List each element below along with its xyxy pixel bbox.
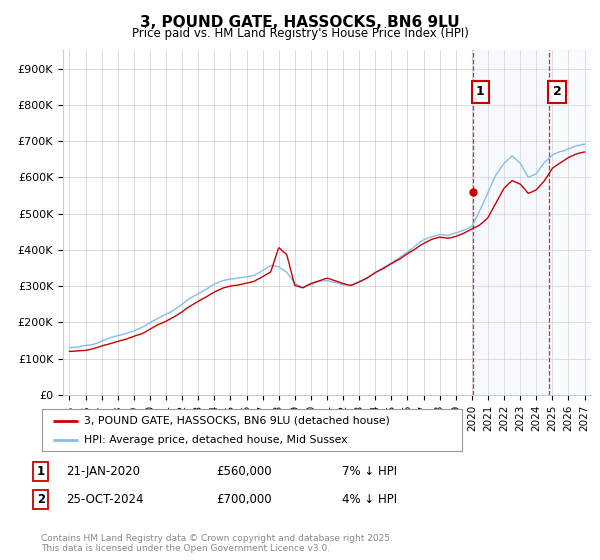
- Text: 3, POUND GATE, HASSOCKS, BN6 9LU: 3, POUND GATE, HASSOCKS, BN6 9LU: [140, 15, 460, 30]
- Bar: [550, 50, 591, 395]
- Bar: [473, 50, 550, 395]
- Text: 4% ↓ HPI: 4% ↓ HPI: [342, 493, 397, 506]
- Text: 1: 1: [37, 465, 45, 478]
- Text: 7% ↓ HPI: 7% ↓ HPI: [342, 465, 397, 478]
- Text: 1: 1: [476, 85, 485, 98]
- Text: Price paid vs. HM Land Registry's House Price Index (HPI): Price paid vs. HM Land Registry's House …: [131, 27, 469, 40]
- Text: £560,000: £560,000: [216, 465, 272, 478]
- Text: 21-JAN-2020: 21-JAN-2020: [66, 465, 140, 478]
- Text: £700,000: £700,000: [216, 493, 272, 506]
- Text: 3, POUND GATE, HASSOCKS, BN6 9LU (detached house): 3, POUND GATE, HASSOCKS, BN6 9LU (detach…: [84, 416, 390, 426]
- Text: 25-OCT-2024: 25-OCT-2024: [66, 493, 143, 506]
- Text: 2: 2: [37, 493, 45, 506]
- Text: 2: 2: [553, 85, 562, 98]
- Text: HPI: Average price, detached house, Mid Sussex: HPI: Average price, detached house, Mid …: [84, 435, 347, 445]
- Text: Contains HM Land Registry data © Crown copyright and database right 2025.
This d: Contains HM Land Registry data © Crown c…: [41, 534, 392, 553]
